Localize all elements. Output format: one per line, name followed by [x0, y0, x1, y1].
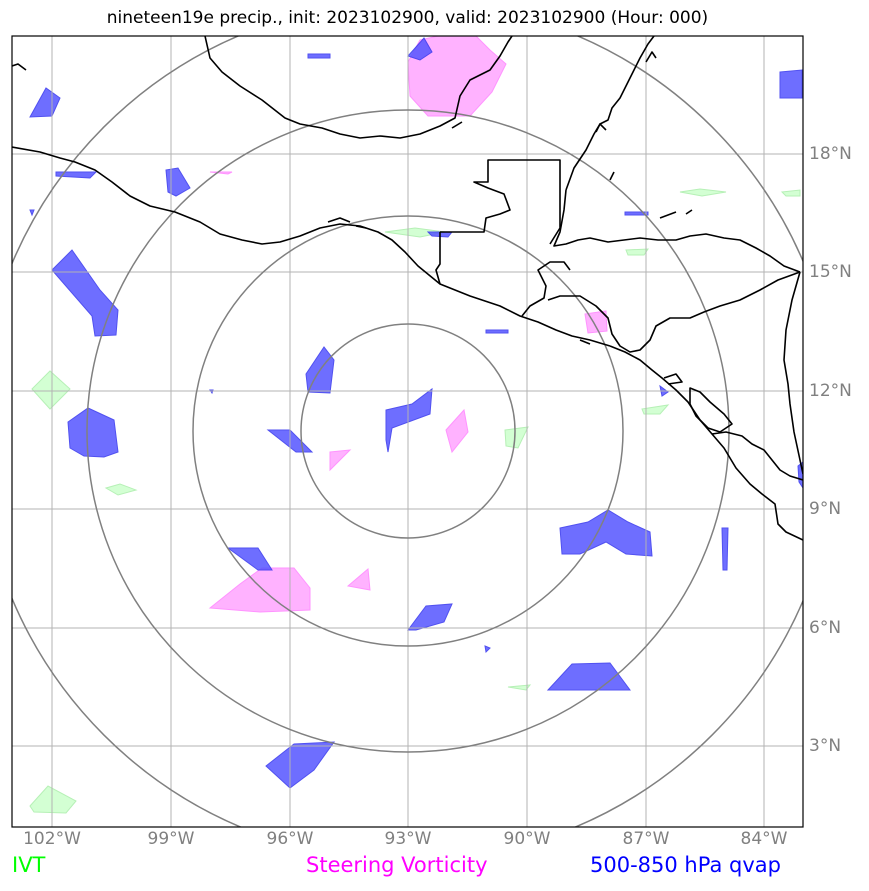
lon-label: 90°W — [503, 829, 551, 849]
ivt-area — [104, 483, 138, 496]
qvap-area — [29, 209, 35, 217]
vorticity-area — [208, 567, 311, 613]
central-america-pacific-coast — [609, 345, 803, 541]
vorticity-area — [407, 36, 507, 117]
nicaragua-costa-rica-border — [689, 387, 733, 433]
qvap-area — [407, 603, 453, 631]
qvap-area — [265, 741, 336, 789]
lon-label: 102°W — [23, 829, 81, 849]
island — [663, 373, 683, 385]
island — [609, 171, 615, 181]
map-title: nineteen19e precip., init: 2023102900, v… — [106, 8, 709, 28]
qvap-area — [165, 167, 191, 197]
costa-rica-border — [711, 431, 803, 481]
legend-ivt: IVT — [12, 853, 46, 877]
qvap-area — [559, 509, 653, 557]
lon-label: 84°W — [740, 829, 788, 849]
island — [327, 217, 351, 223]
vorticity-area — [209, 171, 233, 175]
lat-label: 15°N — [809, 262, 852, 282]
qvap-area — [51, 249, 119, 337]
island — [685, 209, 693, 215]
belize-guatemala-coast — [553, 189, 801, 273]
ivt-area — [31, 370, 71, 410]
qvap-area — [29, 87, 61, 118]
island — [451, 121, 463, 129]
qvap-area — [721, 527, 729, 571]
mexico-gulf-coast — [204, 36, 513, 139]
lat-label: 12°N — [809, 381, 852, 401]
vorticity-area — [445, 408, 469, 454]
legend-steering-vorticity: Steering Vorticity — [306, 853, 488, 877]
qvap-area — [307, 53, 331, 59]
ivt-area — [625, 248, 649, 256]
nicaragua-caribbean-coast — [783, 271, 803, 475]
qvap-area — [67, 407, 119, 458]
graticule — [12, 36, 803, 827]
ivt-area — [504, 426, 529, 449]
qvap-area — [55, 171, 98, 179]
vorticity-area — [329, 449, 352, 472]
vorticity-area — [346, 567, 371, 591]
guatemala-mexico-border — [435, 159, 561, 285]
qvap-area — [385, 387, 433, 453]
lon-label: 96°W — [266, 829, 314, 849]
lat-label: 9°N — [809, 499, 842, 519]
qvap-area — [407, 37, 433, 61]
qvap-area — [779, 69, 803, 99]
ivt-area — [641, 404, 670, 415]
lon-label: 93°W — [384, 829, 432, 849]
lon-label: 99°W — [147, 829, 195, 849]
island — [645, 51, 657, 63]
yucatan-coast — [565, 36, 655, 191]
island — [595, 123, 607, 133]
lon-label: 87°W — [622, 829, 670, 849]
vorticity-areas — [208, 36, 608, 613]
range-rings — [12, 36, 803, 827]
map-frame — [11, 35, 804, 828]
island — [579, 339, 591, 345]
ivt-area — [780, 189, 801, 197]
qvap-area — [485, 329, 509, 334]
coastlines — [12, 36, 803, 541]
lat-label: 18°N — [809, 144, 852, 164]
legend-qvap: 500-850 hPa qvap — [590, 853, 781, 877]
ivt-area — [29, 785, 77, 814]
qvap-area — [484, 645, 491, 654]
ivt-area — [507, 684, 532, 691]
gulf-coast — [12, 63, 27, 71]
lat-label: 6°N — [809, 618, 842, 638]
honduras-borders — [547, 271, 801, 353]
ivt-area — [679, 188, 727, 197]
ivt-areas — [29, 188, 801, 814]
island — [355, 225, 367, 229]
island — [659, 211, 677, 219]
qvap-area — [546, 662, 631, 691]
qvap-areas — [29, 37, 803, 789]
qvap-area — [624, 211, 649, 216]
salvador-border — [521, 261, 571, 317]
lat-label: 3°N — [809, 736, 842, 756]
mexico-pacific-coast — [12, 146, 611, 347]
qvap-area — [226, 547, 273, 571]
